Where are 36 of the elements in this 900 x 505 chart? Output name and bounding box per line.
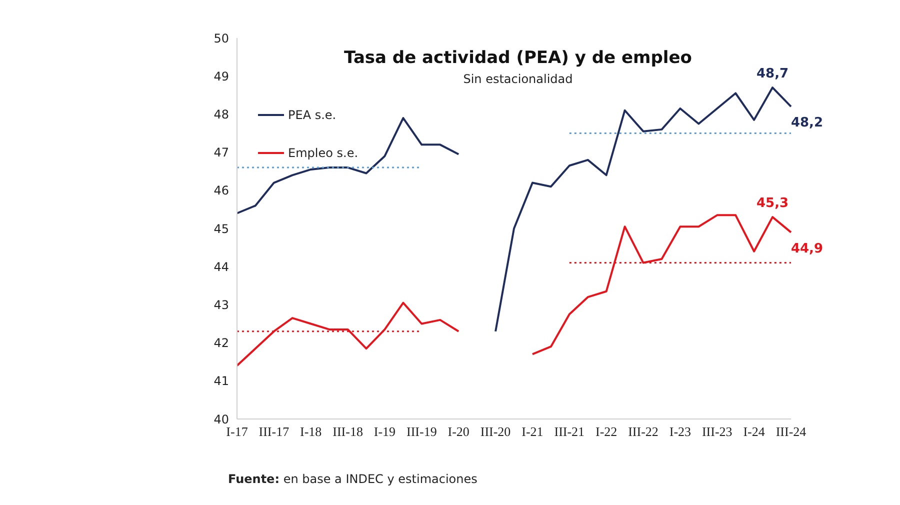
x-tick-label: III-21 (554, 424, 585, 440)
y-tick-label: 50 (214, 31, 229, 46)
y-tick-label: 43 (214, 298, 229, 312)
x-tick-label: I-22 (595, 424, 618, 440)
legend-label: PEA s.e. (288, 108, 336, 122)
data-label: 44,9 (790, 241, 824, 256)
x-tick-label: I-17 (226, 424, 248, 440)
y-tick-label: 42 (214, 336, 229, 350)
y-tick-label: 40 (214, 412, 229, 426)
y-tick-label: 46 (214, 184, 229, 198)
x-tick-label: III-19 (406, 424, 437, 440)
data-label: 48,2 (790, 116, 824, 131)
x-tick-label: III-20 (480, 424, 511, 440)
x-tick-label: I-18 (300, 424, 322, 440)
x-tick-label: III-18 (332, 424, 363, 440)
y-tick-label: 41 (214, 374, 229, 388)
x-tick-label: I-23 (669, 424, 692, 440)
x-tick-label: III-22 (628, 424, 658, 440)
source-note: Fuente: en base a INDEC y estimaciones (228, 472, 478, 486)
x-tick-label: III-23 (702, 424, 732, 440)
y-tick-label: 44 (214, 260, 229, 274)
x-tick-label: III-24 (776, 424, 807, 440)
text: Sin estacionalidad (463, 72, 573, 86)
y-tick-label: 47 (214, 146, 229, 160)
text: Tasa de actividad (PEA) y de empleo (343, 48, 693, 68)
x-tick-label: I-21 (522, 424, 544, 440)
x-tick-label: I-19 (374, 424, 396, 440)
y-tick-label: 48 (214, 107, 229, 122)
legend-label: Empleo s.e. (288, 146, 358, 160)
x-tick-label: III-17 (258, 424, 290, 440)
x-tick-label: I-20 (448, 424, 470, 440)
data-label: 48,7 (756, 66, 789, 82)
y-tick-label: 49 (214, 69, 229, 84)
y-tick-label: 45 (214, 222, 229, 236)
x-tick-label: I-24 (743, 424, 766, 440)
data-label: 45,3 (756, 196, 789, 212)
